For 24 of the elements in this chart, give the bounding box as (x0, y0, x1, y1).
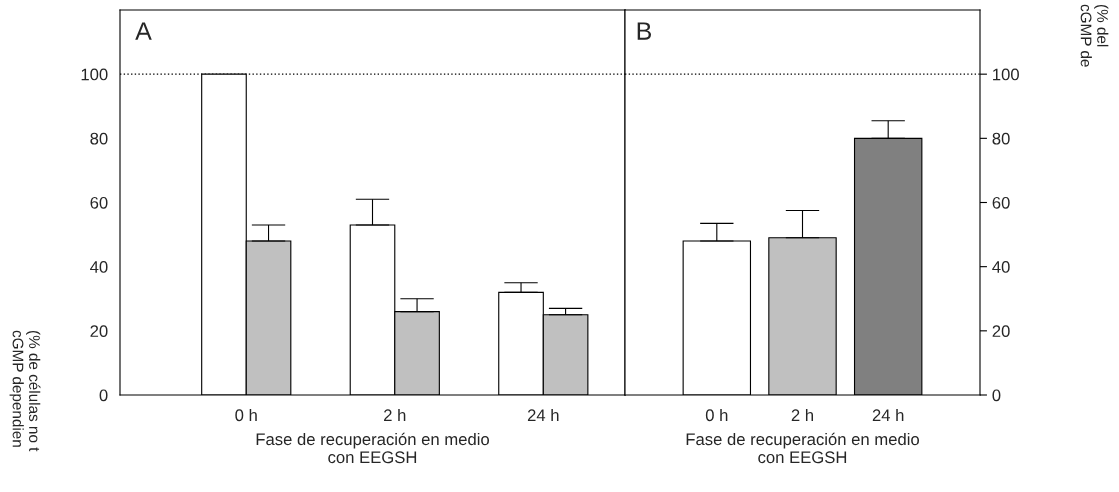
x-tick-label: 2 h (384, 408, 406, 421)
annotation: B (637, 22, 652, 40)
x-axis-title: Fase de recuperación en medio con EEGSH (256, 432, 490, 464)
y-tick-label: 60 (90, 196, 108, 209)
y-tick-label: 80 (90, 132, 108, 145)
y2-tick-label: 0 (992, 389, 1001, 402)
y-tick-label: 40 (90, 261, 108, 273)
y2-tick-label: 80 (992, 132, 1010, 145)
y-tick-label: 100 (81, 68, 108, 81)
x-tick-label: 0 h (235, 408, 257, 422)
y2-tick-label: 60 (992, 196, 1010, 209)
x-tick-label: 24 h (527, 408, 559, 421)
x-axis-title: Fase de recuperación en medio con EEGSH (686, 432, 920, 464)
y-tick-label: 0 (99, 389, 108, 402)
y2-tick-label: 20 (992, 325, 1010, 338)
annotation: A (135, 22, 152, 40)
x-tick-label: 0 h (705, 408, 728, 422)
y2-tick-label: 100 (993, 68, 1019, 81)
x-tick-label: 24 h (872, 408, 904, 421)
y-axis-title: (% de células no t cGMP dependien (9, 330, 41, 452)
y2-axis-title: (% del cGMP de (1080, 4, 1109, 67)
y-tick-label: 20 (90, 325, 108, 338)
x-tick-label: 2 h (791, 408, 813, 421)
y2-tick-label: 40 (992, 261, 1010, 273)
